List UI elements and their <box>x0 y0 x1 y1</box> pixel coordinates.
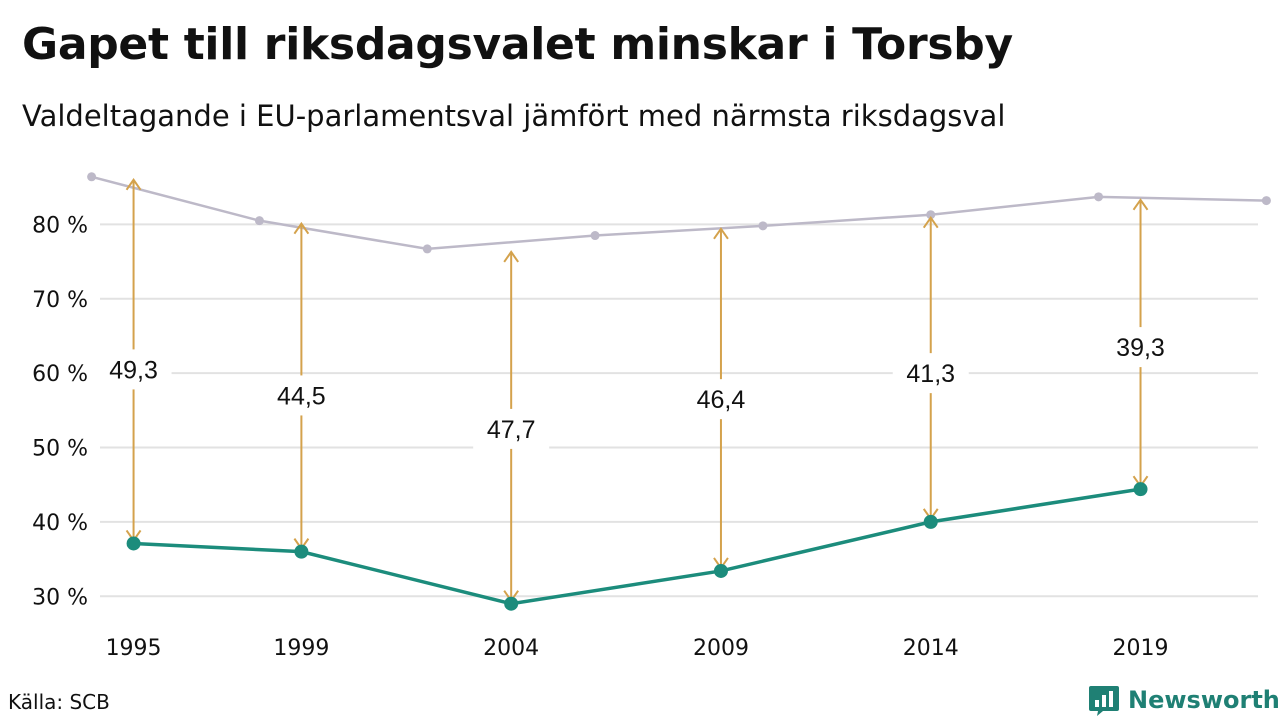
riksdag-point <box>590 231 600 241</box>
gap-label-bg <box>1102 327 1179 368</box>
brand-name: Newsworthy <box>1128 686 1280 714</box>
eu-point <box>126 536 141 551</box>
y-tick-label: 60 % <box>32 362 88 387</box>
bar-chart-logo-icon <box>1089 686 1119 716</box>
riksdag-point <box>254 216 264 226</box>
eu-point <box>294 544 309 559</box>
arrow-head <box>503 250 519 263</box>
arrow-head <box>922 215 939 229</box>
gap-label: 49,3 <box>109 356 158 384</box>
riksdag-point <box>1094 192 1104 202</box>
arrow-head <box>293 221 310 235</box>
x-tick-label: 1999 <box>273 636 329 661</box>
x-tick-label: 2014 <box>903 636 959 661</box>
gap-label: 39,3 <box>1116 334 1165 362</box>
riksdag-point <box>758 221 768 231</box>
arrow-head <box>125 178 142 191</box>
gap-label-bg <box>682 379 759 420</box>
y-tick-label: 50 % <box>32 437 88 462</box>
riksdag-line <box>91 175 1267 251</box>
y-tick-label: 30 % <box>32 585 88 610</box>
gap-label-bg <box>473 408 550 449</box>
y-tick-label: 40 % <box>32 511 88 536</box>
gridlines <box>100 223 1258 598</box>
gap-label-bg <box>892 353 969 394</box>
riksdag-point <box>926 210 936 220</box>
x-tick-label: 1995 <box>106 636 162 661</box>
gap-labels: 49,3 44,5 47,7 46,4 41,3 39,3 <box>95 327 1179 449</box>
y-tick-label: 80 % <box>32 213 88 238</box>
eu-point <box>1133 482 1148 497</box>
gap-label: 47,7 <box>487 416 536 444</box>
chart-title: Gapet till riksdagsvalet minskar i Torsb… <box>22 19 1013 70</box>
riksdag-point <box>87 172 97 182</box>
riksdag-point <box>1261 196 1271 206</box>
eu-line <box>133 487 1141 606</box>
eu-point <box>504 596 519 611</box>
x-tick-label: 2019 <box>1113 636 1169 661</box>
x-tick-label: 2004 <box>483 636 539 661</box>
eu-series <box>126 482 1148 611</box>
eu-point <box>713 563 728 578</box>
riksdag-series <box>87 172 1271 254</box>
arrow-head <box>713 227 729 240</box>
riksdag-point <box>422 244 432 254</box>
arrow-head <box>1132 198 1149 211</box>
brand-logo[interactable]: Newsworthy <box>1088 684 1280 716</box>
source-note: Källa: SCB <box>8 690 110 714</box>
chart-subtitle: Valdeltagande i EU-parlamentsval jämfört… <box>22 99 1006 133</box>
gap-label: 44,5 <box>277 382 326 410</box>
x-tick-label: 2009 <box>693 636 749 661</box>
gap-label: 41,3 <box>906 360 955 388</box>
gap-label-bg <box>95 349 172 390</box>
gap-label: 46,4 <box>697 386 746 414</box>
gap-label-bg <box>263 375 340 416</box>
eu-point <box>923 514 938 529</box>
axis-labels: 30 % 40 % 50 % 60 % 70 % 80 % 1995 1999 2004 2009… <box>32 213 1168 661</box>
y-tick-label: 70 % <box>32 288 88 313</box>
